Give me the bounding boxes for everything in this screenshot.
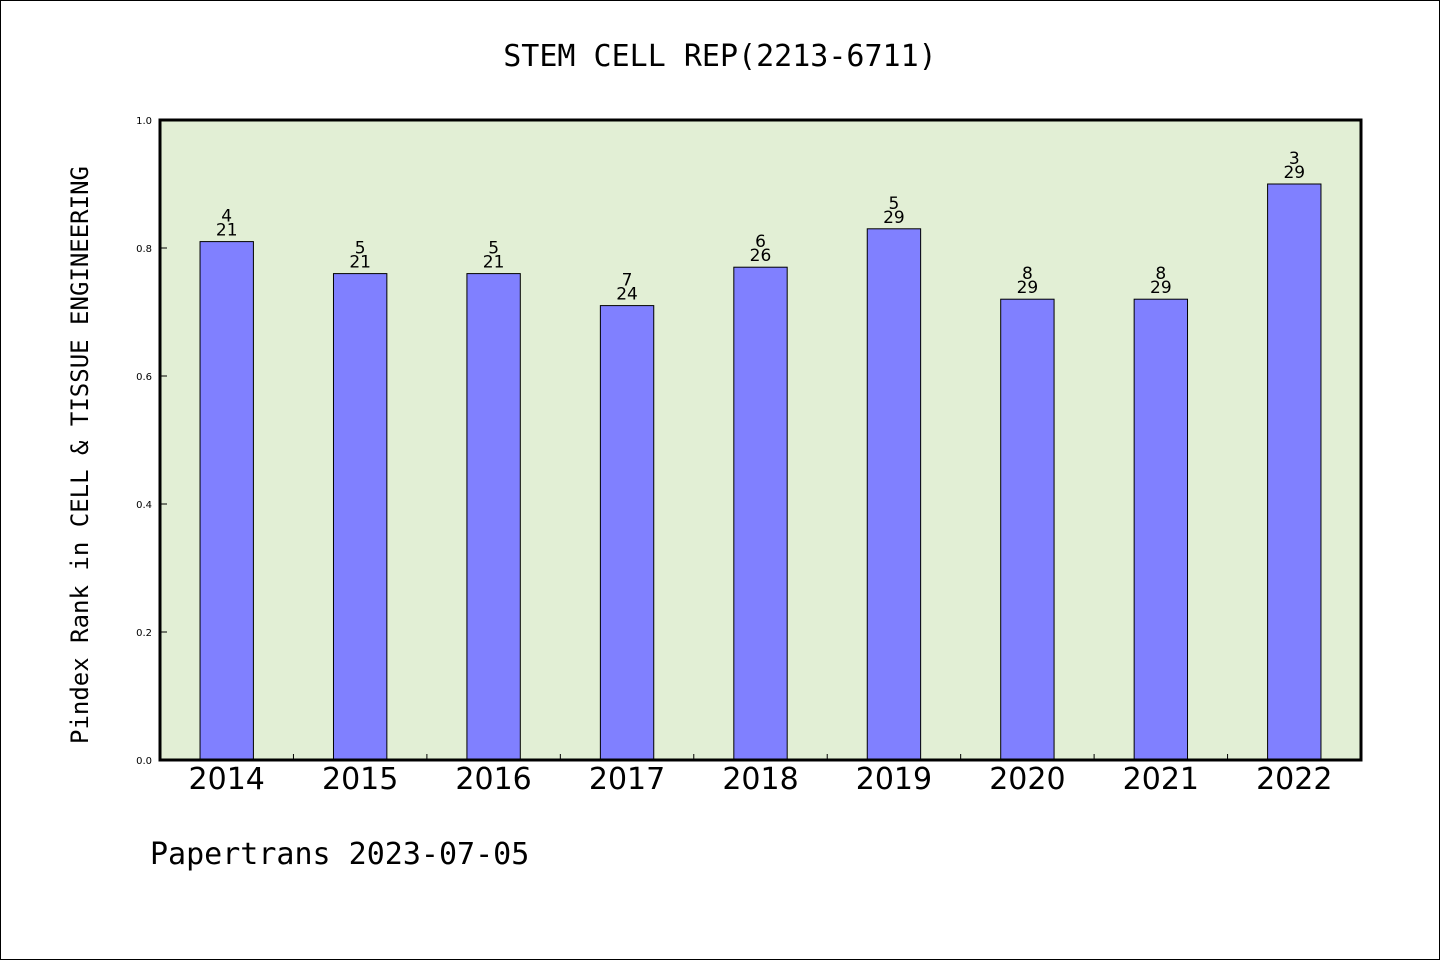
x-axis-labels: 2014 2015 2016 2017 2018 2019 2020 2021 2022 <box>189 762 1333 797</box>
y-tick-label: 0.4 <box>136 500 152 511</box>
total-label: 29 <box>1017 278 1039 298</box>
total-label: 29 <box>1283 163 1305 183</box>
plot-border <box>158 118 1363 762</box>
x-tick-label: 2020 <box>989 762 1065 797</box>
bar-2015 <box>332 273 388 761</box>
y-tick-label: 0.6 <box>136 372 152 383</box>
total-label: 29 <box>883 208 905 228</box>
rank-label: 7 <box>622 271 633 291</box>
rank-label: 4 <box>221 207 232 227</box>
x-tick-label: 2014 <box>189 762 265 797</box>
rank-label: 3 <box>1289 149 1300 169</box>
y-tick-label: 0.0 <box>136 756 152 767</box>
total-label: 21 <box>349 253 371 273</box>
bar-2021 <box>1133 298 1189 761</box>
bars <box>199 183 1322 761</box>
x-tick-label: 2016 <box>455 762 531 797</box>
footer-text: Papertrans 2023-07-05 <box>150 837 529 872</box>
rank-label: 8 <box>1022 264 1033 284</box>
total-label: 26 <box>750 246 772 266</box>
bar-2019 <box>866 228 922 761</box>
y-axis-label: Pindex Rank in CELL & TISSUE ENGINEERING <box>66 166 94 744</box>
total-label: 21 <box>216 221 238 241</box>
rank-label: 5 <box>488 239 499 259</box>
total-label: 21 <box>483 253 505 273</box>
total-label: 29 <box>1150 278 1172 298</box>
bar-2020 <box>1000 298 1055 761</box>
y-tick-label: 0.8 <box>136 244 152 255</box>
x-tick-label: 2022 <box>1256 762 1332 797</box>
x-tick-label: 2018 <box>722 762 798 797</box>
rank-label: 5 <box>355 239 366 259</box>
x-tick-label: 2019 <box>856 762 932 797</box>
x-tick-label: 2015 <box>322 762 398 797</box>
rank-label: 5 <box>889 194 900 214</box>
bar-2022 <box>1267 183 1322 761</box>
total-label: 24 <box>616 285 638 305</box>
x-tick-label: 2021 <box>1123 762 1199 797</box>
y-tick-label: 1.0 <box>136 116 152 127</box>
bar-2018 <box>733 266 788 761</box>
bar-2017 <box>599 305 655 761</box>
bar-2014 <box>199 241 254 761</box>
y-tick-label: 0.2 <box>136 628 152 639</box>
rank-label: 8 <box>1155 264 1166 284</box>
chart-title: STEM CELL REP(2213-6711) <box>503 39 936 74</box>
rank-label: 6 <box>755 232 766 252</box>
bar-2016 <box>466 273 521 761</box>
x-tick-label: 2017 <box>589 762 665 797</box>
